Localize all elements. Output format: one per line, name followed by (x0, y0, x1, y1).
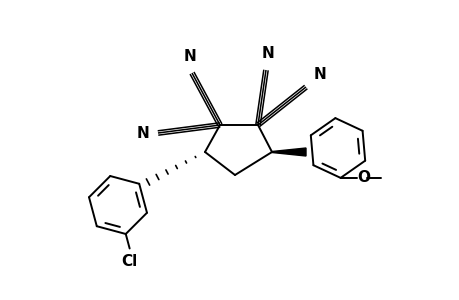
Text: O: O (357, 170, 370, 185)
Text: N: N (261, 46, 274, 61)
Text: N: N (183, 49, 196, 64)
Polygon shape (271, 148, 305, 156)
Text: N: N (313, 67, 326, 82)
Text: Cl: Cl (121, 254, 138, 269)
Text: N: N (136, 125, 149, 140)
